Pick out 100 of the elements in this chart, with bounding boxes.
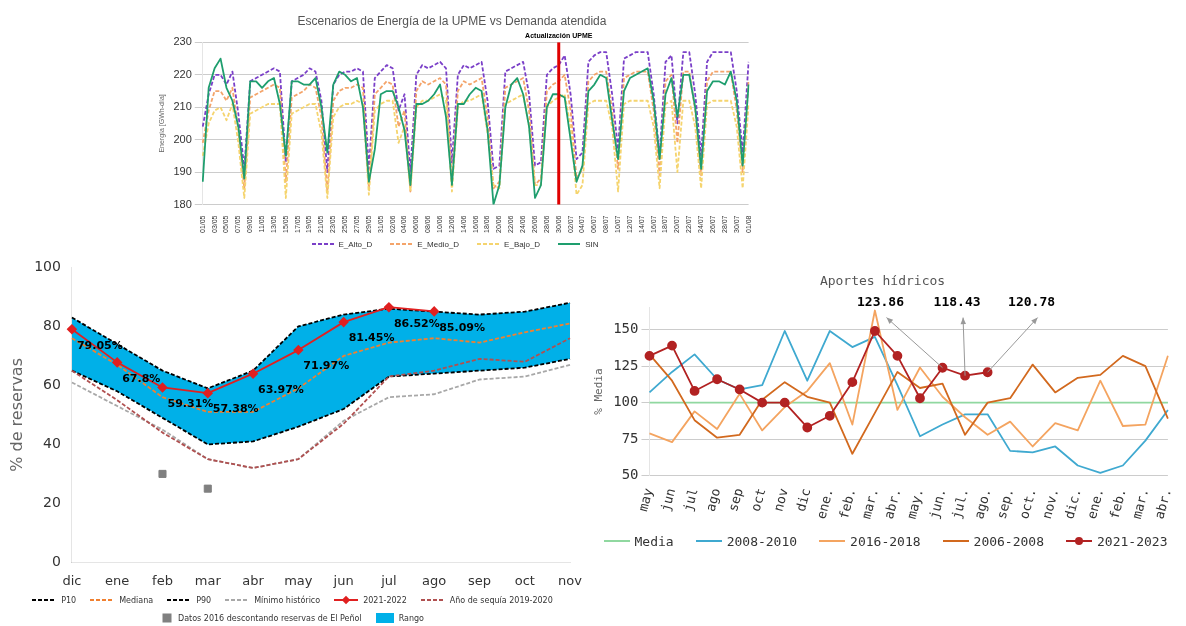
x-tick-label: feb. [1106,486,1130,521]
x-tick-label: abr. [881,486,904,521]
point [824,410,835,421]
x-tick-label: dic. [1061,486,1084,521]
x-tick-label: ene. [813,486,836,521]
x-tick-label: oct. [1016,486,1039,521]
y-tick-label: 40 [43,435,61,452]
y-tick-label: 210 [173,100,192,113]
point [67,324,77,335]
legend-label: E_Bajo_D [504,239,541,249]
y-axis-title: % de reservas [6,357,26,472]
point [915,393,925,404]
legend-label: Rango [398,613,424,623]
legend-label: 2006-2008 [973,533,1045,549]
point [667,340,677,351]
x-tick-label: ago [702,486,724,514]
data-label: 85.09% [439,320,486,334]
x-tick-label: jul [380,572,397,588]
y-tick-label: 80 [43,317,61,334]
x-tick-label: ago. [971,486,994,521]
x-tick-label: abr. [1151,486,1175,521]
x-tick-label: mar. [858,486,882,521]
y-axis-title: % Media [592,368,606,415]
x-tick-label: jun [332,572,354,588]
legend-label: Mediana [119,595,154,605]
point [712,374,723,385]
point [779,397,790,408]
x-tick-label: sep [467,572,491,588]
data-label: 81.45% [348,331,395,345]
x-tick-label: may [635,486,656,514]
point [338,317,349,328]
x-tick-label: may. [903,486,927,521]
y-tick-label: 60 [43,376,61,393]
legend-label: E_Medio_D [417,239,460,249]
y-tick-label: 100 [613,393,639,410]
x-tick-label: oct [514,572,535,588]
point [689,386,700,396]
x-tick-label: ago [422,572,447,588]
y-tick-label: 220 [173,67,192,80]
legend-label: 2008-2010 [726,533,798,549]
legend-label: P90 [196,595,212,605]
point [892,350,903,361]
x-tick-label: oct [747,486,769,514]
annotation: 123.86 [857,294,905,310]
data-label: 86.52% [393,316,440,330]
point [644,350,655,361]
y-tick-label: 190 [173,165,192,178]
y-tick-label: 125 [613,356,639,373]
x-tick-label: jul [680,486,701,514]
point [757,397,768,408]
chart-title: Escenarios de Energía de la UPME vs Demanda atendida [297,13,607,28]
x-tick-label: dic [792,486,814,514]
legend-label: P10 [61,595,77,605]
y-tick-label: 100 [34,258,61,275]
point [802,422,813,433]
y-tick-label: 200 [173,132,192,145]
legend-label: Datos 2016 descontando reservas de El Peñol [178,613,362,623]
point [248,368,258,379]
y-tick-label: 150 [613,320,639,337]
point [202,388,213,399]
point [847,377,858,388]
x-tick-label: nov [558,572,583,588]
x-tick-label: nov. [1038,486,1062,521]
x-tick-label: ene. [1083,486,1107,521]
legend-label: 2016-2018 [850,533,921,549]
x-tick-label: mar [194,572,222,588]
legend-label: Media [634,533,674,549]
x-tick-label: sep [725,486,746,514]
x-tick-label: nov [770,486,791,514]
x-tick-label: mar. [1128,486,1152,521]
y-tick-label: 180 [173,197,192,210]
point [157,382,168,393]
point [870,326,880,336]
y-tick-label: 75 [621,429,639,446]
legend-label: Año de sequía 2019-2020 [449,595,553,605]
x-tick-label: dic [62,572,82,588]
legend-label: E_Alto_D [338,239,373,249]
legend-label: 2021-2022 [363,595,407,605]
point [429,306,440,317]
legend-label: Mínimo histórico [254,595,321,605]
x-tick-label: feb. [835,486,859,521]
data-label: 71.97% [303,359,350,373]
x-tick-label: jun [657,486,679,514]
annotation: 120.78 [1008,294,1056,310]
annotation: 118.43 [933,294,981,310]
legend-label: 2021-2023 [1097,533,1168,549]
y-tick-label: 50 [621,466,639,483]
chart-title: Aportes hídricos [819,273,946,289]
x-tick-label: sep. [993,486,1017,521]
x-tick-label: abr [242,572,265,588]
x-tick-label: jul. [948,486,972,521]
line-series [71,357,571,446]
point [112,357,123,368]
y-tick-label: 230 [173,35,192,48]
y-tick-label: 0 [52,553,61,570]
y-tick-label: 20 [43,494,61,511]
point [384,302,394,313]
legend-label: SIN [585,239,599,249]
x-tick-label: may [284,572,313,588]
x-tick-label: feb [152,572,173,588]
